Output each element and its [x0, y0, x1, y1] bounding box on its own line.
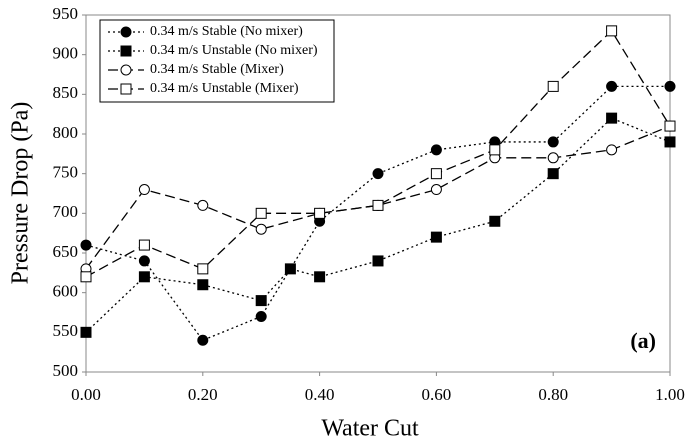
y-tick-label: 500 — [53, 361, 79, 380]
legend-label: 0.34 m/s Stable (No mixer) — [150, 24, 303, 39]
y-tick-label: 950 — [53, 4, 79, 23]
data-point — [197, 334, 209, 346]
legend-label: 0.34 m/s Unstable (No mixer) — [150, 43, 318, 58]
y-tick-label: 900 — [53, 44, 79, 63]
data-point — [314, 271, 326, 283]
data-point — [255, 310, 267, 322]
data-point — [430, 184, 442, 196]
data-point — [606, 112, 618, 124]
plot-frame — [85, 14, 671, 373]
data-point — [255, 223, 267, 235]
x-tick-label: 0.20 — [188, 385, 218, 404]
data-point — [80, 271, 92, 283]
data-point — [547, 152, 559, 164]
series-line — [85, 85, 670, 342]
data-point — [372, 168, 384, 180]
series-line — [85, 29, 671, 278]
data-point — [664, 80, 676, 92]
legend-label: 0.34 m/s Unstable (Mixer) — [150, 81, 299, 96]
data-point — [314, 207, 326, 219]
data-point — [489, 144, 501, 156]
y-tick-label: 600 — [53, 282, 79, 301]
data-point — [372, 199, 384, 211]
y-axis-title: Pressure Drop (Pa) — [8, 102, 34, 285]
legend-label: 0.34 m/s Stable (Mixer) — [150, 62, 284, 77]
data-point — [664, 120, 676, 132]
data-point — [80, 239, 92, 251]
x-tick-label: 0.80 — [538, 385, 568, 404]
annotation: (a) — [630, 328, 656, 353]
y-tick-label: 650 — [53, 242, 79, 261]
y-tick-label: 800 — [53, 123, 79, 142]
data-point — [606, 80, 618, 92]
y-tick-label: 750 — [53, 163, 79, 182]
data-point — [138, 255, 150, 267]
x-tick-label: 1.00 — [655, 385, 685, 404]
data-point — [80, 326, 92, 338]
x-tick-label: 0.60 — [422, 385, 452, 404]
data-point — [197, 199, 209, 211]
x-axis-title: Water Cut — [321, 416, 419, 442]
data-point — [489, 215, 501, 227]
data-point — [547, 136, 559, 148]
data-point — [138, 184, 150, 196]
data-point — [138, 271, 150, 283]
data-point — [664, 136, 676, 148]
data-point — [547, 168, 559, 180]
data-point — [255, 207, 267, 219]
data-point — [255, 295, 267, 307]
x-tick-label: 0.40 — [305, 385, 335, 404]
data-point — [372, 255, 384, 267]
data-point — [606, 144, 618, 156]
legend-marker — [120, 26, 132, 38]
data-point — [547, 80, 559, 92]
y-tick-label: 700 — [53, 202, 79, 221]
data-point — [284, 263, 296, 275]
data-point — [197, 279, 209, 291]
y-tick-label: 550 — [53, 321, 79, 340]
x-tick-label: 0.00 — [71, 385, 101, 404]
legend-marker — [120, 45, 132, 57]
data-point — [138, 239, 150, 251]
series-line — [85, 125, 671, 270]
legend-box — [99, 19, 335, 103]
data-point — [606, 25, 618, 37]
legend-marker — [120, 64, 132, 76]
data-point — [430, 144, 442, 156]
data-point — [430, 168, 442, 180]
y-tick-label: 850 — [53, 83, 79, 102]
series-line — [85, 117, 671, 333]
data-point — [197, 263, 209, 275]
data-point — [430, 231, 442, 243]
legend-marker — [120, 83, 132, 95]
